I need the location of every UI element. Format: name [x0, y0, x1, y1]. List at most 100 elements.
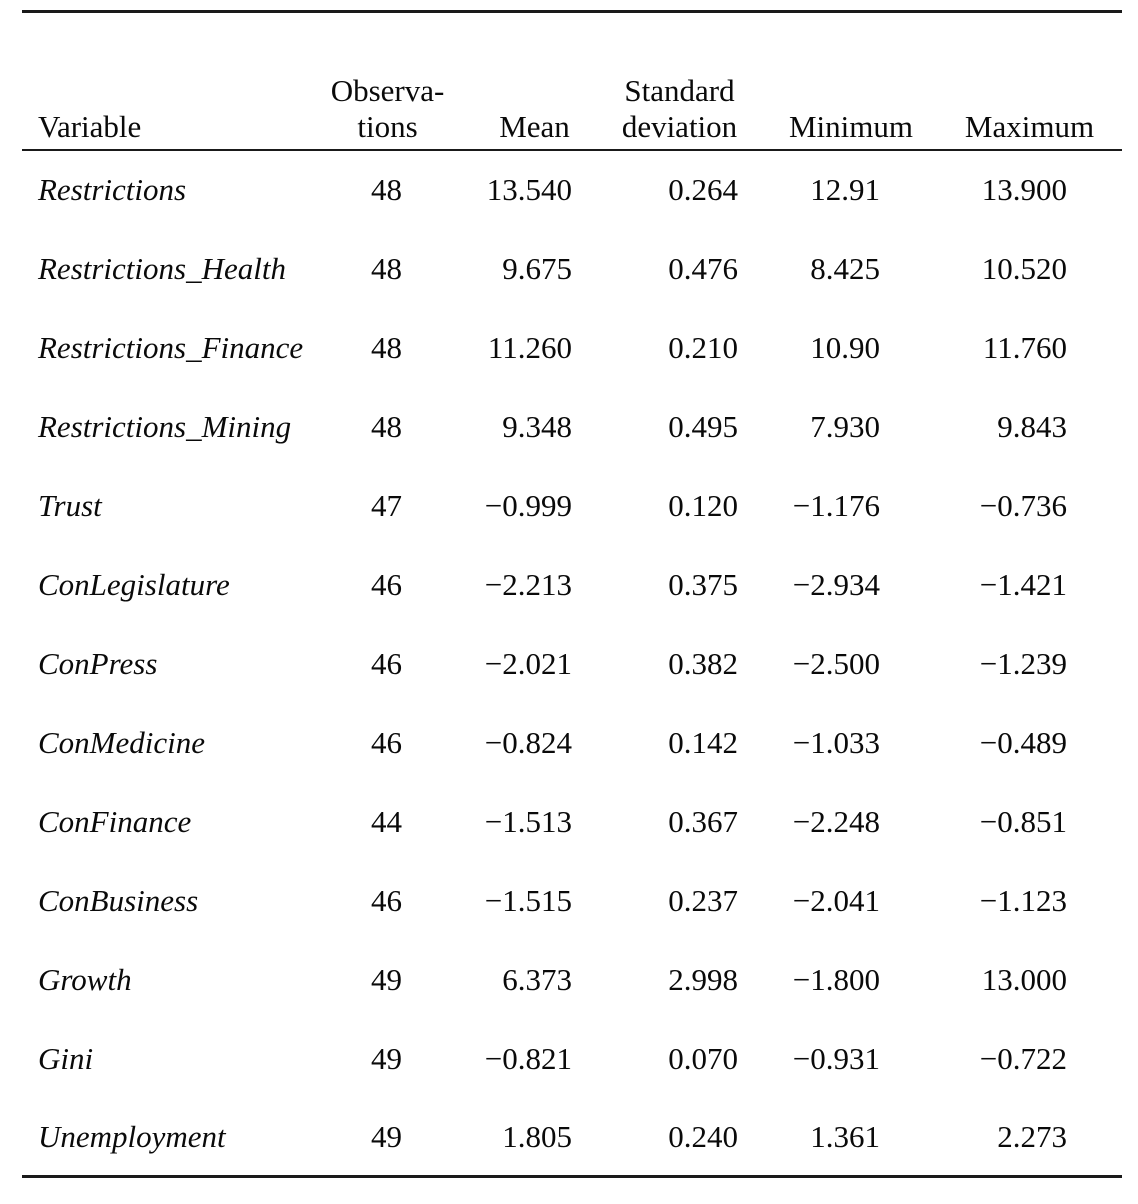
cell-minimum: −2.500: [792, 645, 880, 681]
cell-variable: Restrictions_Mining: [38, 408, 292, 444]
cell-mean: 1.805: [502, 1118, 572, 1154]
cell-observations: 46: [371, 724, 402, 760]
cell-observations: 49: [371, 961, 402, 997]
cell-mean: −2.213: [484, 566, 572, 602]
cell-standard-deviation: 0.495: [668, 408, 738, 444]
cell-maximum: 13.000: [981, 961, 1067, 997]
cell-variable: Growth: [38, 961, 132, 997]
cell-maximum: −0.722: [979, 1040, 1067, 1076]
column-header-variable: Variable: [22, 11, 300, 151]
cell-minimum: 12.91: [810, 172, 880, 207]
cell-observations: 46: [371, 566, 402, 602]
cell-observations: 48: [371, 250, 402, 286]
table-row: Growth 49 6.373 2.998 −1.800 13.000: [22, 940, 1122, 1019]
cell-variable: Restrictions: [38, 172, 187, 207]
cell-mean: 9.675: [502, 250, 572, 286]
cell-mean: −0.821: [484, 1040, 572, 1076]
cell-mean: −0.999: [484, 487, 572, 523]
cell-standard-deviation: 0.476: [668, 250, 738, 286]
cell-standard-deviation: 0.070: [668, 1040, 738, 1076]
cell-observations: 46: [371, 882, 402, 918]
table-row: Restrictions_Finance 48 11.260 0.210 10.…: [22, 308, 1122, 387]
cell-standard-deviation: 0.264: [668, 172, 738, 207]
cell-variable: Gini: [38, 1040, 94, 1076]
column-header-mean: Mean: [475, 11, 594, 151]
cell-observations: 48: [371, 329, 402, 365]
cell-standard-deviation: 0.382: [668, 645, 738, 681]
cell-minimum: −1.800: [792, 961, 880, 997]
cell-standard-deviation: 0.210: [668, 329, 738, 365]
cell-mean: −0.824: [484, 724, 572, 760]
cell-maximum: −0.736: [979, 487, 1067, 523]
table-row: Gini 49 −0.821 0.070 −0.931 −0.722: [22, 1019, 1122, 1098]
cell-minimum: −1.033: [792, 724, 880, 760]
cell-maximum: 9.843: [997, 408, 1067, 444]
table-row: Unemployment 49 1.805 0.240 1.361 2.273: [22, 1098, 1122, 1177]
cell-minimum: −2.248: [792, 803, 880, 839]
cell-standard-deviation: 2.998: [668, 961, 738, 997]
cell-maximum: −1.123: [979, 882, 1067, 918]
cell-mean: 6.373: [502, 961, 572, 997]
cell-maximum: −0.489: [979, 724, 1067, 760]
cell-variable: Restrictions_Finance: [38, 329, 304, 365]
cell-standard-deviation: 0.240: [668, 1118, 738, 1154]
cell-standard-deviation: 0.120: [668, 487, 738, 523]
column-header-standard-deviation: Standard deviation: [594, 11, 765, 151]
column-header-minimum: Minimum: [765, 11, 937, 151]
cell-mean: −1.515: [484, 882, 572, 918]
table-row: Restrictions_Mining 48 9.348 0.495 7.930…: [22, 387, 1122, 466]
cell-observations: 49: [371, 1040, 402, 1076]
cell-maximum: 13.900: [981, 172, 1067, 207]
cell-observations: 48: [371, 408, 402, 444]
cell-mean: −1.513: [484, 803, 572, 839]
cell-maximum: 2.273: [997, 1118, 1067, 1154]
cell-minimum: 7.930: [810, 408, 880, 444]
cell-minimum: 1.361: [810, 1118, 880, 1154]
cell-maximum: −0.851: [979, 803, 1067, 839]
cell-mean: 11.260: [487, 329, 572, 365]
table-row: ConPress 46 −2.021 0.382 −2.500 −1.239: [22, 624, 1122, 703]
table-row: Trust 47 −0.999 0.120 −1.176 −0.736: [22, 466, 1122, 545]
cell-variable: Restrictions_Health: [38, 250, 286, 286]
column-header-maximum: Maximum: [937, 11, 1122, 151]
cell-variable: Unemployment: [38, 1118, 226, 1154]
cell-mean: 13.540: [486, 172, 572, 207]
table-row: ConLegislature 46 −2.213 0.375 −2.934 −1…: [22, 545, 1122, 624]
cell-mean: 9.348: [502, 408, 572, 444]
table-row: ConBusiness 46 −1.515 0.237 −2.041 −1.12…: [22, 861, 1122, 940]
cell-standard-deviation: 0.142: [668, 724, 738, 760]
cell-maximum: −1.421: [979, 566, 1067, 602]
cell-minimum: −0.931: [792, 1040, 880, 1076]
cell-variable: ConPress: [38, 645, 158, 681]
cell-minimum: −1.176: [792, 487, 880, 523]
cell-variable: ConFinance: [38, 803, 192, 839]
cell-variable: Trust: [38, 487, 102, 523]
cell-standard-deviation: 0.375: [668, 566, 738, 602]
cell-observations: 44: [371, 803, 402, 839]
table-row: Restrictions 48 13.540 0.264 12.91 13.90…: [22, 150, 1122, 229]
cell-maximum: 10.520: [981, 250, 1067, 286]
cell-minimum: 8.425: [810, 250, 880, 286]
cell-observations: 46: [371, 645, 402, 681]
cell-maximum: −1.239: [979, 645, 1067, 681]
cell-variable: ConBusiness: [38, 882, 199, 918]
cell-maximum: 11.760: [982, 329, 1067, 365]
table-row: ConMedicine 46 −0.824 0.142 −1.033 −0.48…: [22, 703, 1122, 782]
table-header-row: Variable Observa- tions Mean Standard de…: [22, 11, 1122, 151]
summary-statistics-table: Variable Observa- tions Mean Standard de…: [22, 10, 1122, 1178]
cell-mean: −2.021: [484, 645, 572, 681]
column-header-observations: Observa- tions: [300, 11, 475, 151]
cell-minimum: −2.934: [792, 566, 880, 602]
table-row: ConFinance 44 −1.513 0.367 −2.248 −0.851: [22, 782, 1122, 861]
cell-minimum: 10.90: [810, 329, 880, 365]
cell-standard-deviation: 0.367: [668, 803, 738, 839]
table-row: Restrictions_Health 48 9.675 0.476 8.425…: [22, 229, 1122, 308]
cell-observations: 47: [371, 487, 402, 523]
cell-minimum: −2.041: [792, 882, 880, 918]
cell-observations: 49: [371, 1118, 402, 1154]
cell-variable: ConMedicine: [38, 724, 206, 760]
cell-standard-deviation: 0.237: [668, 882, 738, 918]
cell-variable: ConLegislature: [38, 566, 230, 602]
cell-observations: 48: [371, 172, 402, 207]
